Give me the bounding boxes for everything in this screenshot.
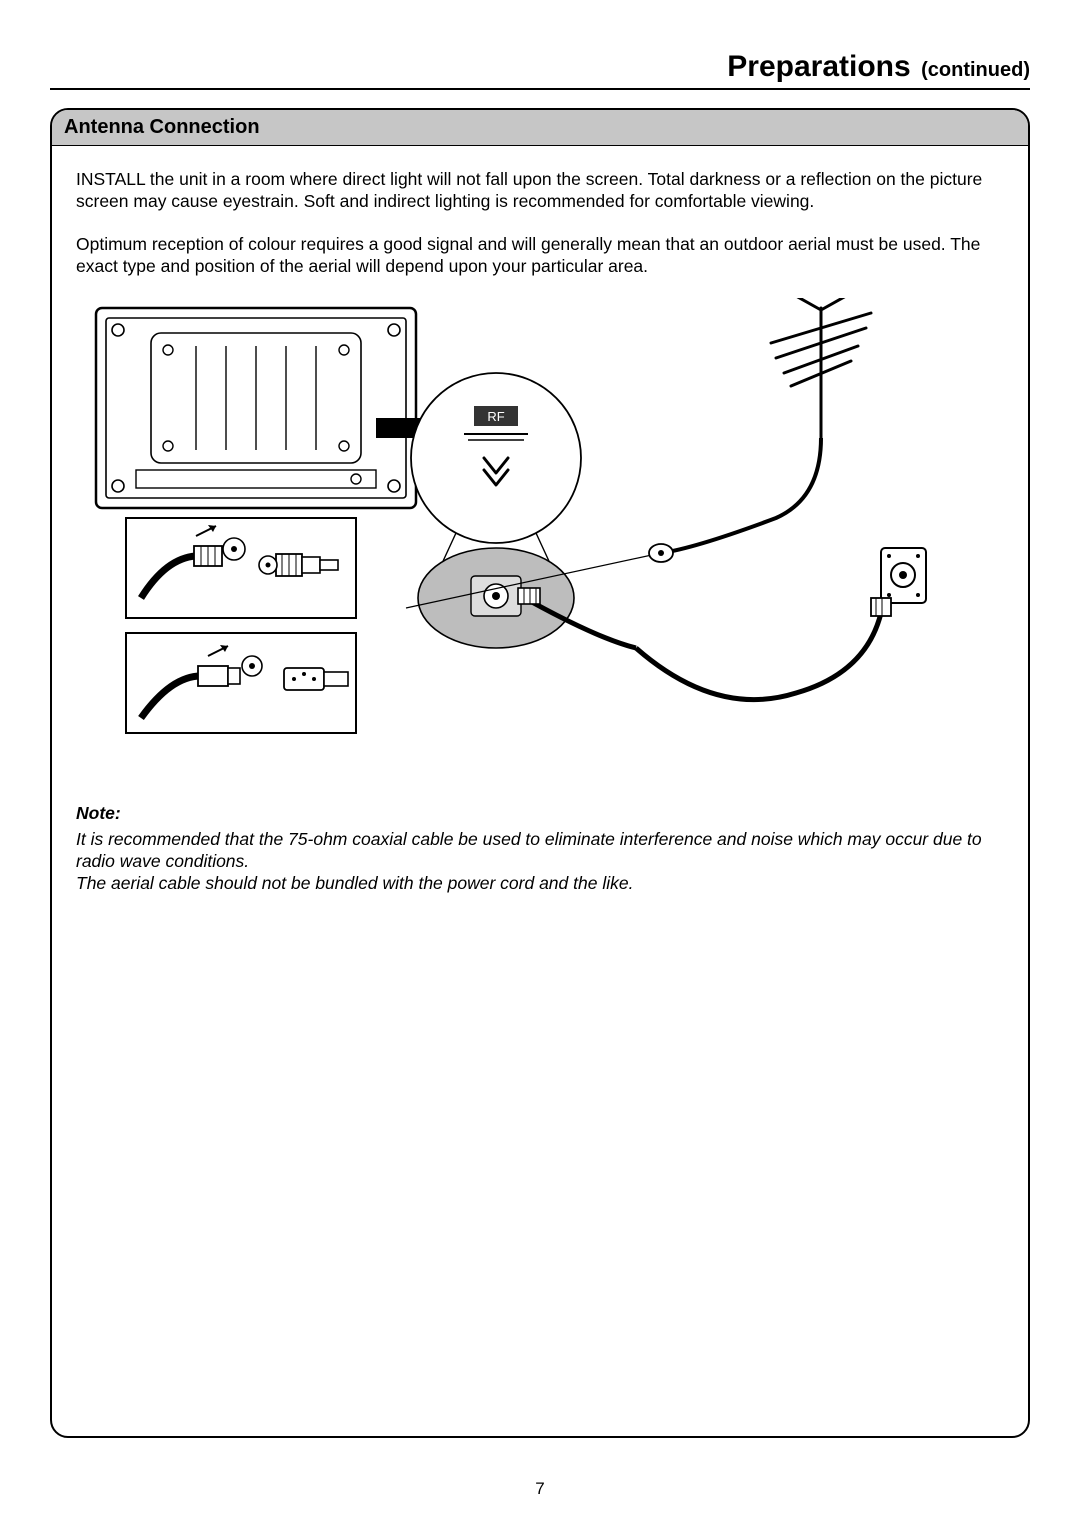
paragraph-1: INSTALL the unit in a room where direct … <box>76 168 1004 213</box>
paragraph-2: Optimum reception of colour requires a g… <box>76 233 1004 278</box>
body-text: INSTALL the unit in a room where direct … <box>52 146 1028 278</box>
note-text-1: It is recommended that the 75-ohm coaxia… <box>76 828 1004 873</box>
page-number: 7 <box>0 1479 1080 1499</box>
antenna-diagram: RF <box>76 298 1004 783</box>
note-text-2: The aerial cable should not be bundled w… <box>76 872 1004 894</box>
note-block: Note: It is recommended that the 75-ohm … <box>52 783 1028 895</box>
rf-label: RF <box>487 409 504 424</box>
page-header: Preparations (continued) <box>50 50 1030 90</box>
content-frame: Antenna Connection INSTALL the unit in a… <box>50 108 1030 1438</box>
diagram-svg: RF <box>76 298 1006 778</box>
header-title: Preparations <box>727 50 910 83</box>
section-header: Antenna Connection <box>52 110 1028 146</box>
header-subtitle: (continued) <box>921 59 1030 81</box>
note-label: Note: <box>76 803 1004 824</box>
